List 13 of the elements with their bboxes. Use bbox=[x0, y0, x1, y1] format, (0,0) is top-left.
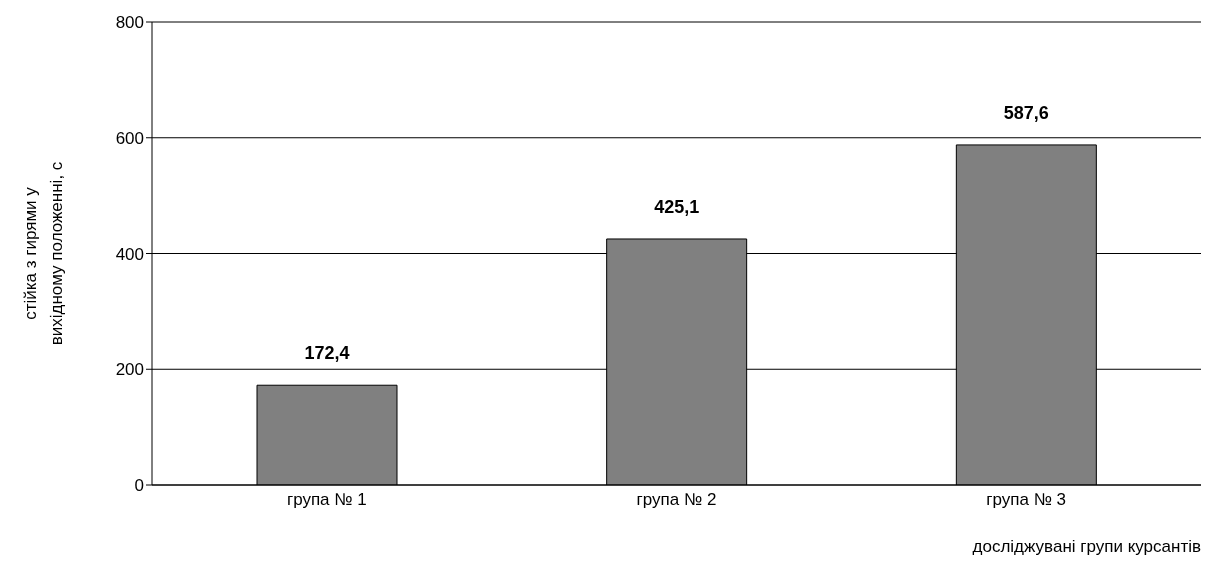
data-label: 587,6 bbox=[1003, 102, 1049, 123]
x-tick-label: група № 1 bbox=[286, 490, 367, 510]
y-tick-label: 800 bbox=[115, 13, 144, 33]
x-axis-title: досліджувані групи курсантів bbox=[971, 537, 1202, 557]
y-tick-label: 0 bbox=[134, 476, 144, 496]
x-tick-label: група № 3 bbox=[986, 490, 1067, 510]
x-tick-label: група № 2 bbox=[636, 490, 717, 510]
data-label: 172,4 bbox=[304, 343, 350, 364]
data-label: 425,1 bbox=[654, 196, 700, 217]
y-tick-label: 600 bbox=[115, 128, 144, 148]
y-tick-label: 400 bbox=[115, 244, 144, 264]
y-axis-title: стійка з гирями у вихідному положенні, с bbox=[21, 161, 66, 346]
y-tick-label: 200 bbox=[115, 360, 144, 380]
